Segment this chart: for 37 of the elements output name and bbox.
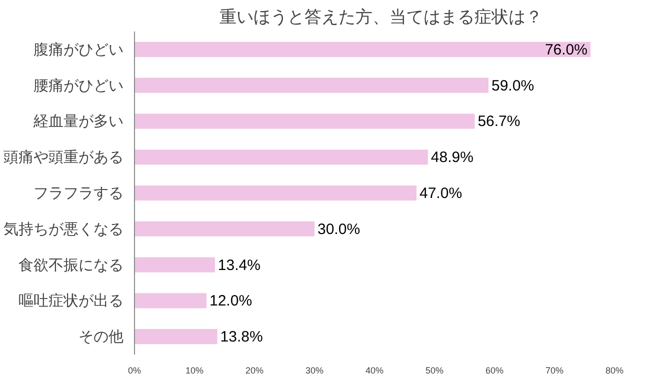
data-label: 30.0% — [318, 220, 360, 238]
y-tick-label: 腹痛がひどい — [34, 40, 124, 58]
x-tick-label: 80% — [605, 366, 624, 376]
data-label: 48.9% — [430, 149, 474, 166]
data-label: 13.4% — [218, 256, 260, 274]
y-tick-label: フラフラする — [34, 184, 124, 202]
x-tick-label: 30% — [305, 366, 324, 376]
x-tick-label: 60% — [485, 366, 504, 376]
bar — [134, 185, 416, 201]
data-label: 13.8% — [220, 328, 263, 346]
y-tick-label: 頭痛や頭重がある — [4, 148, 124, 166]
y-tick-label: 腰痛がひどい — [34, 76, 124, 94]
x-tick-label: 20% — [245, 366, 264, 376]
bar — [134, 257, 215, 272]
y-tick-label: 経血量が多い — [32, 112, 124, 130]
x-tick-label: 10% — [185, 366, 204, 376]
y-tick-label: 嘔吐症状が出る — [18, 292, 124, 310]
y-tick-label: 気持ちが悪くなる — [4, 220, 124, 238]
bar — [134, 293, 206, 308]
data-label: 76.0% — [544, 41, 588, 58]
data-label: 56.7% — [478, 113, 520, 130]
data-label: 47.0% — [420, 185, 462, 202]
y-tick-label: 食欲不振になる — [18, 256, 124, 274]
bar — [134, 114, 475, 129]
data-label: 59.0% — [492, 77, 534, 94]
x-tick-label: 50% — [425, 366, 444, 376]
bar — [134, 42, 590, 57]
x-tick-label: 70% — [545, 366, 564, 376]
x-tick-label: 0% — [128, 366, 142, 376]
bar — [134, 150, 428, 165]
chart-title: 重いほうと答えた方、当てはまる症状は？ — [220, 8, 542, 26]
data-label: 12.0% — [210, 292, 252, 310]
x-tick-label: 40% — [365, 366, 384, 376]
y-tick-label: その他 — [78, 328, 124, 346]
bar — [134, 221, 314, 236]
bar — [134, 78, 488, 93]
bar — [134, 329, 218, 344]
